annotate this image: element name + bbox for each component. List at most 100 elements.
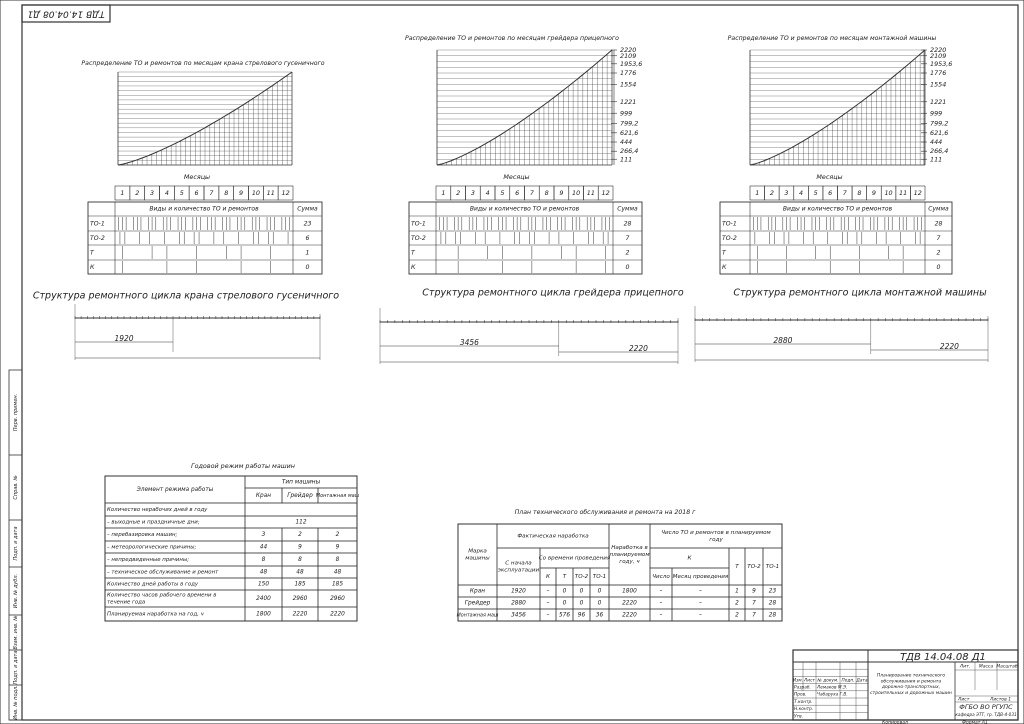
cell-text: ТО-2 <box>575 574 589 580</box>
cell-text: – <box>660 613 663 619</box>
code-stamp <box>21 4 111 23</box>
month-number: 3 <box>150 189 154 197</box>
cell-text: 8 <box>298 557 302 563</box>
cell-text: 576 <box>559 613 570 619</box>
cell-text: 1800 <box>622 589 637 595</box>
month-number: 3 <box>784 189 788 197</box>
month-number: 4 <box>165 189 169 197</box>
cell-text: 9 <box>298 545 302 551</box>
title-role: Утв. <box>794 713 803 719</box>
cell-text: Число <box>652 574 670 580</box>
cell-text: 0 <box>598 589 602 595</box>
scale-label: 1221 <box>620 98 636 106</box>
month-number: 1 <box>441 189 445 197</box>
months-label: Месяцы <box>503 173 529 181</box>
month-number: 2 <box>770 189 774 197</box>
cell-text: 9 <box>336 545 340 551</box>
side-stamp: Взам. инв. № <box>13 616 19 650</box>
side-stamp: Перв. примен. <box>13 394 19 432</box>
scale-label: 111 <box>930 155 942 163</box>
month-number: 7 <box>209 189 213 197</box>
cell-text: 8 <box>336 557 340 563</box>
scale-label: 799,2 <box>620 120 638 128</box>
title-field: Лит. <box>959 664 970 670</box>
scale-label: 1776 <box>930 69 946 77</box>
scale-label: 1953,6 <box>930 60 952 68</box>
title-field: Масштаб <box>996 664 1018 670</box>
title-role: Н.контр. <box>794 706 813 712</box>
title-subject: строительных и дорожных машин <box>870 691 952 696</box>
cell-text: эксплуатации <box>498 567 540 573</box>
title-role: Разраб. <box>794 685 811 691</box>
cell-text: Количество часов рабочего времени в <box>107 593 216 599</box>
cell-border <box>762 608 783 622</box>
cycle-title: Структура ремонтного цикла грейдера приц… <box>422 288 684 299</box>
cell-text: 0 <box>580 589 584 595</box>
cell-text: 1920 <box>511 589 526 595</box>
cycle-title: Структура ремонтного цикла монтажной маш… <box>733 288 987 299</box>
month-number: 4 <box>486 189 490 197</box>
cell-text: 28 <box>769 601 777 607</box>
title-header: № докум. <box>816 678 838 684</box>
cell-text: – <box>547 589 550 595</box>
cell-text: 28 <box>769 613 777 619</box>
cell-text: 112 <box>295 520 306 526</box>
cell-text: ТО-1 <box>90 221 105 228</box>
cell-text: Фактическая наработка <box>517 534 589 540</box>
cell-text: 48 <box>296 570 304 576</box>
title-copied: Копировал <box>882 720 908 724</box>
sheet-code: ТДВ 14.04.08 Д1 <box>27 9 104 19</box>
cell-text: 2880 <box>511 601 526 607</box>
cell-text: 1 <box>735 589 739 595</box>
side-stamp: Инв. № подл. <box>13 685 19 720</box>
cell-text: 0 <box>563 589 567 595</box>
month-number: 6 <box>515 189 519 197</box>
month-number: 10 <box>884 189 892 197</box>
month-number: 11 <box>267 189 275 197</box>
cell-text: 150 <box>258 582 269 588</box>
months-label: Месяцы <box>184 173 210 181</box>
title-format: Формат А1 <box>962 720 988 724</box>
cell-text: – метеорологические причины; <box>107 545 197 551</box>
cell-text: 36 <box>596 613 604 619</box>
scale-label: 1221 <box>930 98 946 106</box>
side-stamp: Подп. и дата <box>13 650 19 684</box>
month-number: 10 <box>252 189 260 197</box>
cell-text: – техническое обслуживание и ремонт <box>107 570 219 576</box>
types-table <box>719 201 953 275</box>
cell-text: 2220 <box>622 601 637 607</box>
title-field: Листов 1 <box>989 697 1011 703</box>
cell-text: Сумма <box>928 206 949 213</box>
cell-text: ТО-2 <box>411 235 426 242</box>
scale-label: 1554 <box>930 81 946 89</box>
cell-text: Число ТО и ремонтов в планируемом <box>661 530 771 536</box>
cell-text: Марка <box>468 549 487 555</box>
scale-label: 1953,6 <box>620 60 642 68</box>
cell-text: 1800 <box>256 612 271 618</box>
title-code: ТДВ 14.04.08 Д1 <box>900 652 986 663</box>
title-header: Изм. <box>793 678 803 684</box>
cell-text: году, ч <box>619 559 640 565</box>
month-number: 2 <box>135 189 139 197</box>
cell-text: Планируемая наработка на год, ч <box>107 612 204 618</box>
month-number: 2 <box>456 189 460 197</box>
cell-text: 2 <box>626 250 630 257</box>
cell-text: 2 <box>735 601 739 607</box>
cell-text: 23 <box>304 221 312 228</box>
table-title: План технического обслуживания и ремонта… <box>515 508 696 516</box>
cell-text: машины <box>465 555 490 561</box>
cycle-value: 1920 <box>114 334 133 343</box>
cell-text: Монтажная маш <box>457 613 499 619</box>
month-number: 9 <box>559 189 563 197</box>
scale-label: 111 <box>620 155 632 163</box>
cell-text: Т <box>735 564 739 570</box>
cell-text: 185 <box>294 582 305 588</box>
months-label: Месяцы <box>816 173 842 181</box>
cell-text: Монтажная маш <box>316 493 360 499</box>
cell-text: 0 <box>563 601 567 607</box>
cell-text: 2400 <box>256 596 271 602</box>
month-number: 7 <box>530 189 534 197</box>
chart-title: Распределение ТО и ремонтов по месяцам г… <box>405 35 619 42</box>
cell-text: 2220 <box>330 612 345 618</box>
cell-text: 0 <box>580 601 584 607</box>
